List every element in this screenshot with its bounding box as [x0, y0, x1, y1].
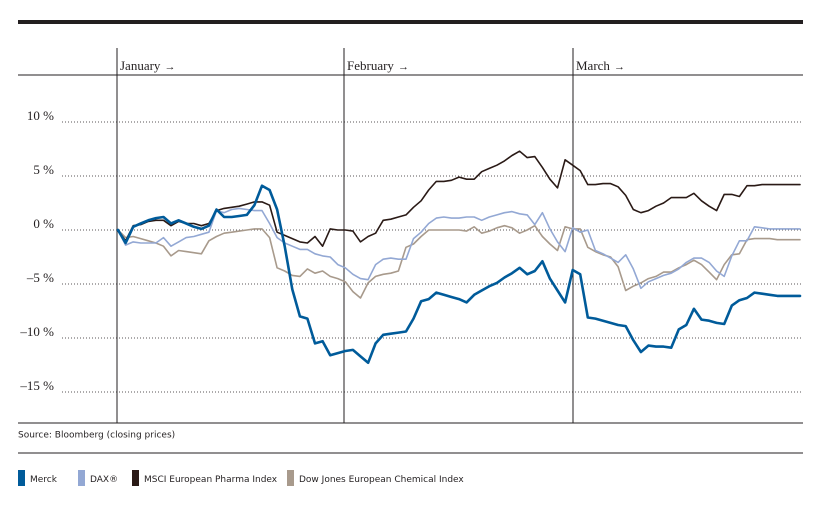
- y-tick-label: –5 %: [26, 270, 54, 285]
- month-arrow: →: [398, 61, 409, 73]
- series-line-msci-european-pharma-index: [117, 150, 801, 247]
- source-note: Source: Bloomberg (closing prices): [18, 431, 175, 441]
- legend: Merck DAX® MSCI European Pharma Index Dow J…: [18, 470, 464, 486]
- legend-label: Merck: [30, 475, 58, 485]
- y-tick-label: –15 %: [19, 378, 54, 393]
- legend-label: MSCI European Pharma Index: [144, 475, 278, 485]
- month-labels: January → February → March →: [120, 58, 625, 73]
- month-arrow: →: [614, 61, 625, 73]
- y-tick-label: 0 %: [33, 216, 54, 231]
- month-name: February: [347, 58, 394, 73]
- legend-label: Dow Jones European Chemical Index: [299, 475, 464, 485]
- month-label: March →: [576, 58, 625, 73]
- top-rule: [18, 20, 803, 24]
- legend-swatch: [132, 470, 139, 486]
- y-tick-label: 5 %: [33, 162, 54, 177]
- month-label: February →: [347, 58, 409, 73]
- y-axis-ticks: 10 % 5 % 0 % –5 % –10 % –15 %: [19, 108, 54, 393]
- y-tick-label: –10 %: [19, 324, 54, 339]
- legend-label: DAX®: [90, 475, 118, 485]
- month-name: March: [576, 58, 610, 73]
- series-line-dow-jones-european-chemical-index: [117, 224, 801, 299]
- y-tick-label: 10 %: [27, 108, 54, 123]
- month-arrow: →: [164, 61, 175, 73]
- gridlines: [62, 121, 803, 393]
- legend-swatch: [18, 470, 25, 486]
- series-line-merck: [116, 184, 802, 365]
- legend-swatch: [78, 470, 85, 486]
- series-line-dax: [117, 207, 801, 290]
- series-lines: [116, 150, 802, 365]
- legend-swatch: [287, 470, 294, 486]
- month-label: January →: [120, 58, 175, 73]
- month-separators: [116, 48, 574, 423]
- month-name: January: [120, 58, 161, 73]
